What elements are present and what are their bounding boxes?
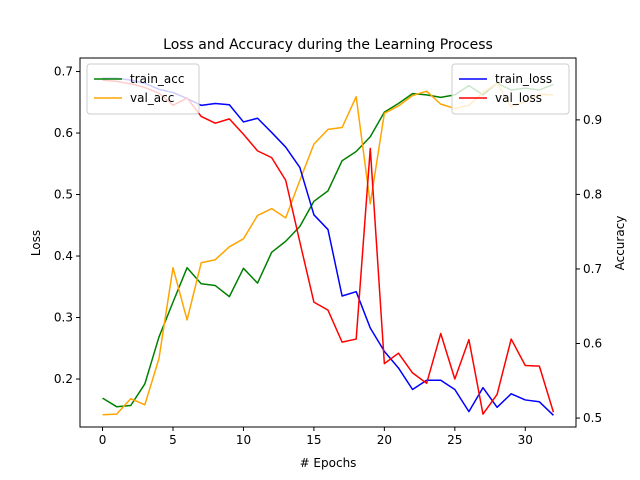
x-tick-label: 20 [377, 433, 392, 447]
legend-left: train_acc val_acc [86, 63, 200, 115]
y-tick-label-right: 0.8 [583, 187, 602, 201]
x-tick-label: 10 [236, 433, 251, 447]
legend-label-train_acc: train_acc [130, 72, 184, 86]
legend-right: train_loss val_loss [451, 63, 570, 115]
y-tick-label-left: 0.7 [54, 65, 73, 79]
y-axis-left: 0.2 0.3 0.4 0.5 0.6 0.7 [54, 65, 80, 386]
x-tick-label: 30 [518, 433, 533, 447]
axes-frame [79, 57, 577, 428]
legend-label-train_loss: train_loss [495, 72, 552, 86]
legend-label-val_loss: val_loss [495, 91, 542, 105]
y-tick-label-right: 0.5 [583, 411, 602, 425]
x-axis-label: # Epochs [300, 456, 357, 470]
x-tick-label: 15 [306, 433, 321, 447]
x-tick-label: 0 [99, 433, 107, 447]
x-tick-label: 5 [169, 433, 177, 447]
y-tick-label-left: 0.5 [54, 188, 73, 202]
y-tick-label-left: 0.3 [54, 311, 73, 325]
x-tick-label: 25 [447, 433, 462, 447]
y-tick-label-left: 0.2 [54, 372, 73, 386]
y-tick-label-left: 0.6 [54, 126, 73, 140]
legend-label-val_acc: val_acc [130, 91, 174, 105]
y-axis-right: 0.5 0.6 0.7 0.8 0.9 [576, 113, 602, 425]
chart-title: Loss and Accuracy during the Learning Pr… [163, 37, 493, 53]
y-tick-label-right: 0.6 [583, 337, 602, 351]
x-axis: 0 5 10 15 20 25 30 [99, 427, 533, 447]
y-axis-label-right: Accuracy [613, 216, 627, 271]
y-tick-label-right: 0.7 [583, 262, 602, 276]
legend-box [451, 63, 570, 115]
y-tick-label-left: 0.4 [54, 249, 73, 263]
legend-box [86, 63, 200, 115]
y-tick-label-right: 0.9 [583, 113, 602, 127]
y-axis-label-left: Loss [29, 230, 43, 256]
